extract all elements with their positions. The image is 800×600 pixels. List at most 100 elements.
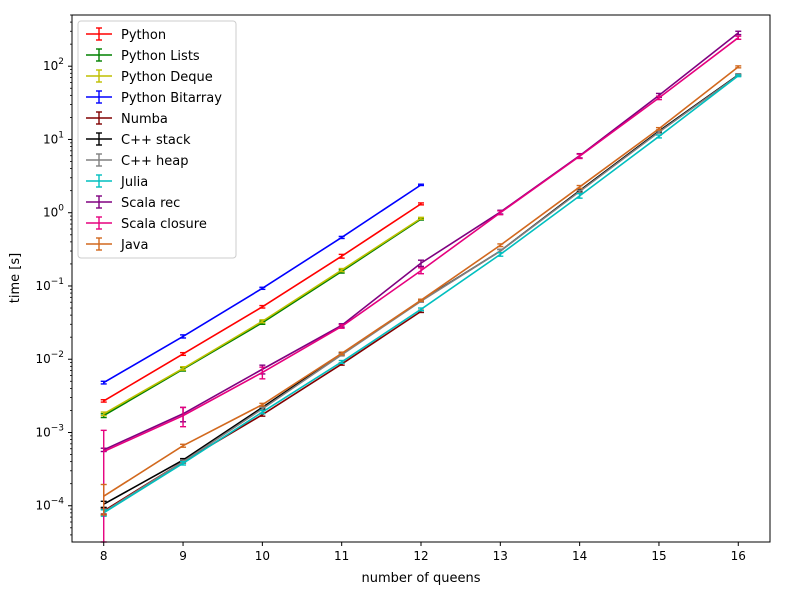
y-tick-base: 10 <box>43 59 58 73</box>
error-bar <box>418 267 424 275</box>
error-bar <box>576 189 583 194</box>
legend-label: Julia <box>120 175 148 190</box>
error-bar <box>259 286 266 291</box>
y-tick-exponent: 0 <box>58 204 64 214</box>
error-bar <box>655 95 662 101</box>
legend-label: Python Deque <box>121 70 213 85</box>
legend-item: Scala rec <box>86 195 180 211</box>
y-tick-exponent: 2 <box>58 57 64 67</box>
y-tick-base: 10 <box>43 206 58 220</box>
series-layer <box>100 30 742 543</box>
y-tick-base: 10 <box>35 352 50 366</box>
y-tick-label: 10−1 <box>35 277 64 293</box>
y-tick-exponent: 1 <box>58 130 64 140</box>
error-bar <box>180 334 187 339</box>
error-bar <box>259 402 266 407</box>
error-bar <box>100 399 107 403</box>
error-bar <box>655 134 662 139</box>
error-bar <box>418 183 424 187</box>
x-axis: 8 9 10 11 12 13 14 15 16 <box>100 542 746 563</box>
error-bar <box>338 324 345 329</box>
series-10 <box>100 65 742 516</box>
legend-item: Python Bitarray <box>86 90 222 106</box>
legend: Python Python Lists Python Deque Python Bit… <box>77 20 237 259</box>
error-bar <box>418 216 424 220</box>
y-tick-label: 102 <box>43 57 64 73</box>
error-bar <box>100 411 107 417</box>
y-tick-label: 10−4 <box>35 497 64 513</box>
error-bar <box>338 267 345 273</box>
error-bar <box>338 253 345 259</box>
legend-label: Python Bitarray <box>121 91 222 106</box>
y-tick-label: 101 <box>43 130 64 146</box>
error-bar <box>259 366 266 380</box>
error-bar <box>180 406 187 428</box>
y-tick-base: 10 <box>35 279 50 293</box>
error-bar <box>180 366 187 371</box>
legend-frame <box>77 20 237 259</box>
y-tick-base: 10 <box>35 425 50 439</box>
y-tick-label: 10−2 <box>35 350 64 366</box>
error-bar <box>338 235 345 240</box>
x-tick-label: 8 <box>100 549 108 563</box>
error-bar <box>576 192 583 199</box>
error-bar <box>180 443 187 448</box>
legend-label: Java <box>120 238 148 253</box>
y-tick-label: 100 <box>43 204 64 220</box>
error-bar <box>100 483 107 516</box>
legend-label: C++ stack <box>121 133 191 148</box>
error-bar <box>735 30 742 36</box>
legend-item: C++ heap <box>86 153 188 169</box>
error-bar <box>497 243 504 248</box>
series-3 <box>100 183 424 385</box>
series-2 <box>100 216 424 417</box>
y-tick-label: 10−3 <box>35 423 64 439</box>
y-axis-label: time [s] <box>8 253 23 303</box>
error-bar <box>338 351 345 356</box>
error-bar <box>418 202 424 206</box>
y-tick-base: 10 <box>35 499 50 513</box>
error-bar <box>418 307 424 312</box>
error-bar <box>100 380 107 385</box>
x-tick-label: 16 <box>731 549 746 563</box>
error-bar <box>497 251 504 257</box>
error-bar <box>338 359 345 365</box>
x-tick-label: 12 <box>413 549 428 563</box>
error-bar <box>576 153 583 160</box>
error-bar <box>497 210 504 216</box>
legend-item: Python Lists <box>86 48 200 64</box>
error-bar <box>180 351 187 357</box>
error-bar <box>418 259 424 268</box>
y-tick-base: 10 <box>43 132 58 146</box>
error-bar <box>735 74 742 78</box>
error-bar <box>735 65 742 69</box>
legend-item: Scala closure <box>86 216 207 232</box>
legend-label: Scala rec <box>121 196 180 211</box>
legend-item: Python <box>86 27 166 43</box>
x-tick-label: 15 <box>651 549 666 563</box>
legend-label: Numba <box>121 112 168 127</box>
legend-item: Python Deque <box>86 69 213 85</box>
x-tick-label: 11 <box>334 549 349 563</box>
error-bar <box>735 35 742 40</box>
error-bar <box>259 304 266 309</box>
x-tick-label: 13 <box>493 549 508 563</box>
legend-label: Scala closure <box>121 217 207 232</box>
error-bar <box>576 184 583 190</box>
x-tick-label: 9 <box>179 549 187 563</box>
legend-item: C++ stack <box>86 132 191 148</box>
x-tick-label: 10 <box>255 549 270 563</box>
error-bar <box>259 409 266 415</box>
y-tick-exponent: −4 <box>51 497 65 507</box>
x-tick-label: 14 <box>572 549 587 563</box>
legend-item: Numba <box>86 111 168 127</box>
x-axis-label: number of queens <box>361 571 480 586</box>
y-tick-exponent: −3 <box>51 423 64 433</box>
legend-item: Java <box>86 237 148 253</box>
error-bar <box>180 460 187 466</box>
legend-label: Python Lists <box>121 49 200 64</box>
series-0 <box>100 202 424 403</box>
error-bar <box>655 126 662 131</box>
